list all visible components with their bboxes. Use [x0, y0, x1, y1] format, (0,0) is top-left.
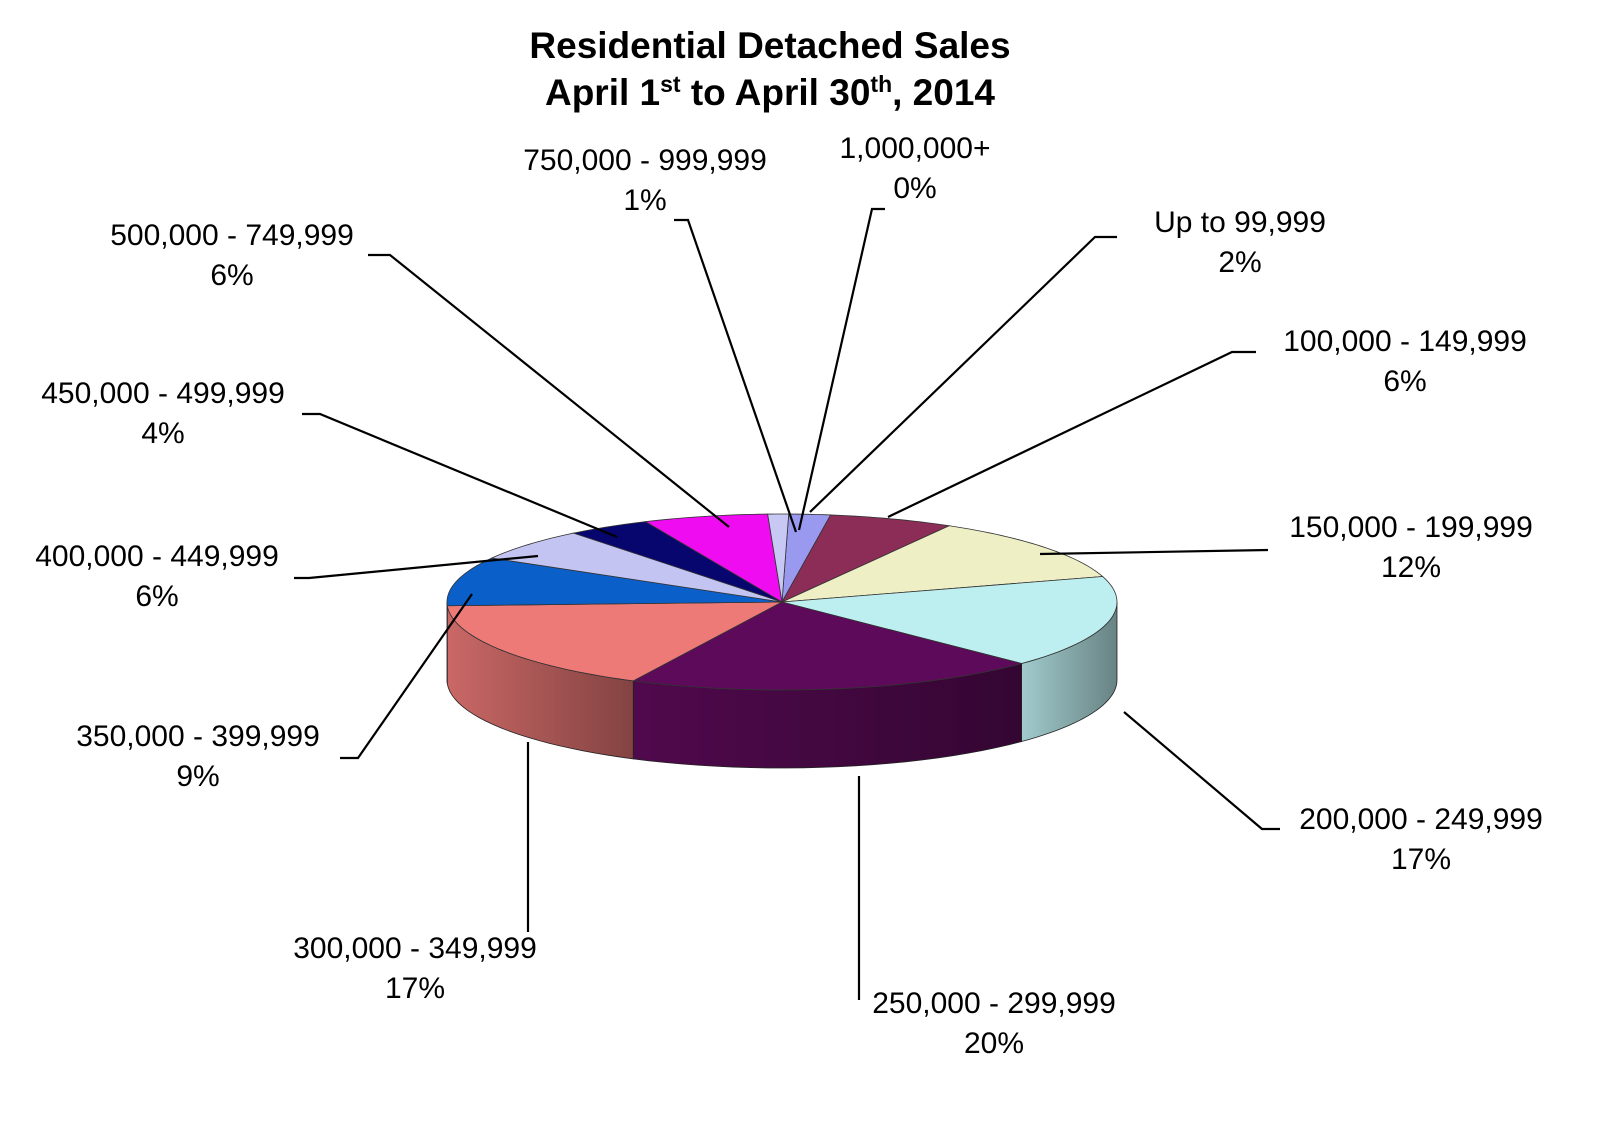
slice-label-0: Up to 99,999: [1154, 206, 1326, 239]
slice-percent-8: 4%: [141, 417, 184, 450]
leader-line-7: [294, 554, 539, 580]
leader-line-1: [887, 350, 1256, 518]
slice-label-8: 450,000 - 499,999: [41, 377, 285, 410]
slice-percent-0: 2%: [1218, 246, 1261, 279]
slice-label-5: 300,000 - 349,999: [293, 932, 537, 965]
title-sup-st: st: [660, 71, 681, 97]
leader-line-6: [340, 593, 473, 760]
leader-line-11: [797, 207, 885, 531]
slice-percent-9: 6%: [210, 259, 253, 292]
slice-percent-10: 1%: [623, 184, 666, 217]
slice-label-7: 400,000 - 449,999: [35, 540, 279, 573]
title-date-start: April 1: [545, 72, 660, 113]
slice-labels: Up to 99,999 2% 100,000 - 149,999 6% 150,000…: [35, 132, 1543, 1060]
leader-lines: [294, 207, 1280, 1000]
slice-10: [767, 513, 790, 603]
title-date-end: , 2014: [892, 72, 995, 113]
title-date-mid: to April 30: [681, 72, 871, 113]
slice-label-1: 100,000 - 149,999: [1283, 325, 1527, 358]
leader-line-10: [674, 218, 798, 533]
pie-slices: [446, 513, 1118, 769]
slice-percent-6: 9%: [176, 760, 219, 793]
slice-percent-11: 0%: [893, 172, 936, 205]
slice-1: [781, 514, 951, 603]
slice-percent-4: 20%: [964, 1027, 1024, 1060]
slice-label-11: 1,000,000+: [840, 132, 991, 165]
slice-label-10: 750,000 - 999,999: [523, 144, 767, 177]
leader-line-3: [1123, 711, 1280, 831]
slice-percent-5: 17%: [385, 972, 445, 1005]
slice-9: [644, 513, 783, 603]
title-sup-th: th: [870, 71, 892, 97]
slice-2: [781, 525, 1104, 603]
slice-7: [490, 532, 783, 603]
slice-label-2: 150,000 - 199,999: [1289, 511, 1533, 544]
slice-percent-2: 12%: [1381, 551, 1441, 584]
slice-percent-1: 6%: [1383, 365, 1426, 398]
leader-line-2: [1039, 548, 1269, 556]
slice-percent-7: 6%: [135, 580, 178, 613]
slice-label-3: 200,000 - 249,999: [1299, 803, 1543, 836]
leader-line-8: [302, 412, 618, 539]
leader-line-9: [368, 253, 730, 528]
leader-line-0: [809, 235, 1117, 513]
slice-percent-3: 17%: [1391, 843, 1451, 876]
slice-6: [446, 557, 783, 607]
chart-title-line2: April 1st to April 30th, 2014: [545, 71, 995, 113]
slice-label-9: 500,000 - 749,999: [110, 219, 354, 252]
chart-title-line1: Residential Detached Sales: [529, 25, 1010, 66]
slice-label-6: 350,000 - 399,999: [76, 720, 320, 753]
slice-label-4: 250,000 - 299,999: [872, 987, 1116, 1020]
slice-4: [632, 601, 1024, 691]
slice-3: [781, 576, 1118, 664]
slice-8: [572, 521, 783, 603]
